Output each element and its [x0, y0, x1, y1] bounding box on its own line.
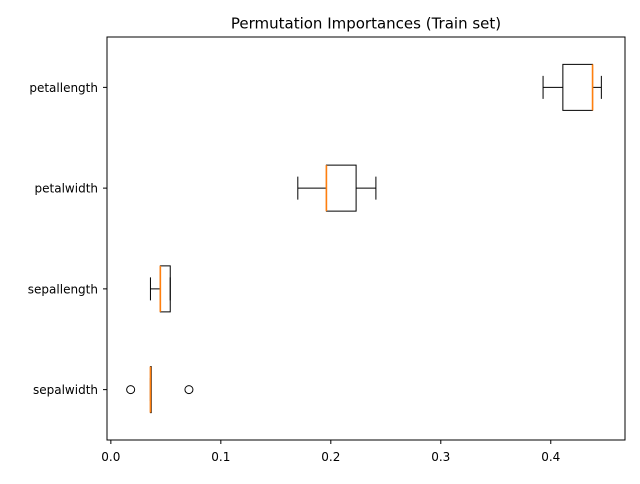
chart-title: Permutation Importances (Train set): [231, 15, 501, 33]
x-tick-label: 0.1: [211, 450, 230, 464]
plot-area: [106, 36, 626, 441]
boxplot-sepallength: [149, 265, 171, 313]
x-tick-label: 0.4: [541, 450, 560, 464]
iqr-box: [325, 164, 357, 212]
boxplot-petallength: [542, 63, 602, 111]
y-tick-label-petallength: petallength: [29, 81, 98, 95]
y-axis: petallength petalwidth sepallength sepalwid…: [28, 81, 107, 397]
boxplot-sepalwidth: [126, 366, 194, 414]
x-tick-label: 0.0: [101, 450, 120, 464]
x-axis: 0.0 0.1 0.2 0.3 0.4: [101, 440, 560, 464]
boxplot-petalwidth: [297, 164, 377, 212]
x-tick-label: 0.3: [431, 450, 450, 464]
y-tick-label-sepallength: sepallength: [28, 282, 98, 296]
axes-frame: [106, 36, 626, 441]
y-tick-label-sepalwidth: sepalwidth: [33, 383, 98, 397]
iqr-box: [562, 63, 594, 111]
iqr-box: [159, 265, 171, 313]
flier-point: [126, 385, 136, 395]
x-tick-label: 0.2: [321, 450, 340, 464]
flier-point: [184, 385, 194, 395]
y-tick-label-petalwidth: petalwidth: [35, 182, 98, 196]
